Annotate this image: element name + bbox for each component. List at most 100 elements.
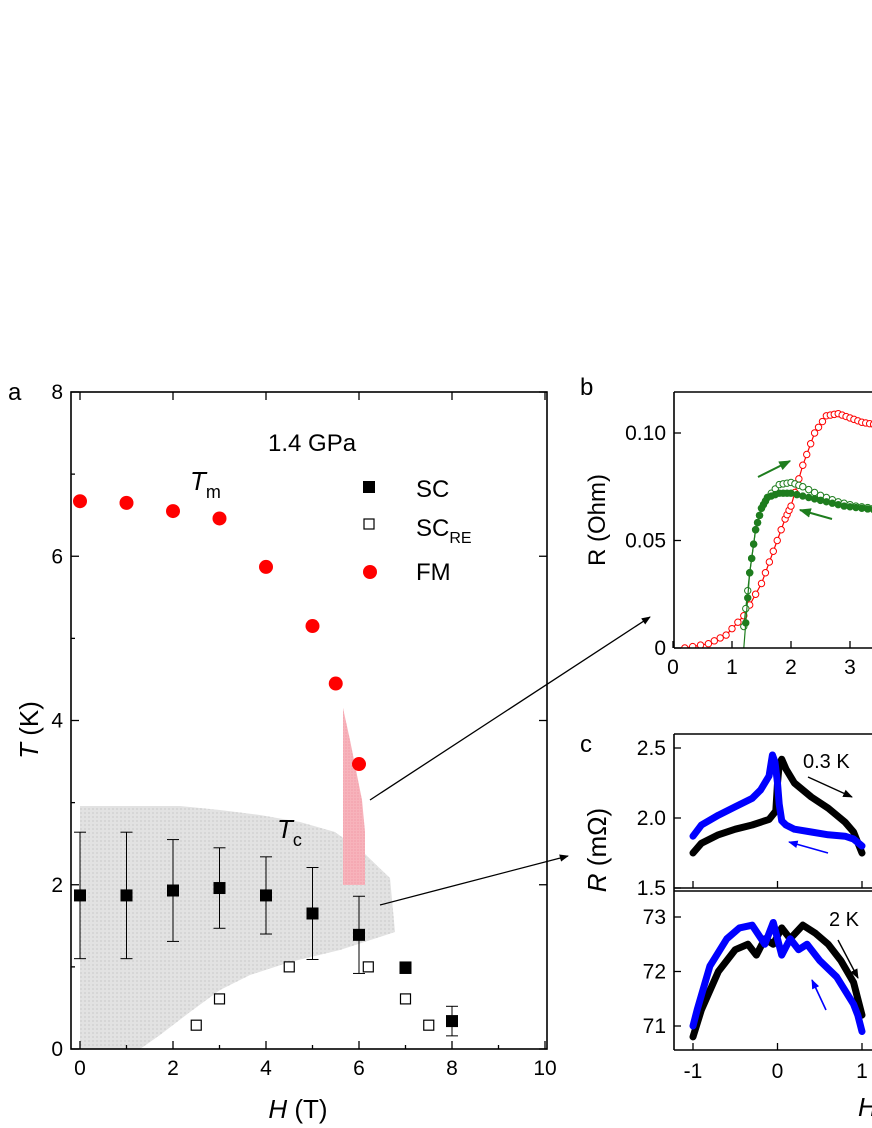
sc-point bbox=[74, 889, 86, 902]
panel-b-label: b bbox=[580, 374, 593, 401]
panel-b-point bbox=[747, 554, 756, 563]
panel-b-point bbox=[761, 569, 770, 577]
panel-b-point bbox=[765, 558, 774, 566]
legend-marker-sc bbox=[363, 481, 375, 493]
panel-b-point bbox=[744, 594, 752, 602]
panel-a-x-tick-label: 0 bbox=[74, 1057, 86, 1080]
fm-point bbox=[328, 676, 343, 691]
panel-c-bottom-y-tick-label: 72 bbox=[643, 961, 666, 984]
panel-b-point bbox=[793, 490, 801, 499]
panel-a-marks bbox=[73, 494, 458, 1031]
sweep-arrow-bottom-blue bbox=[811, 979, 827, 1011]
sc-point bbox=[167, 884, 179, 897]
panel-c-bottom-plot bbox=[689, 918, 866, 1041]
panel-c-axes: -1 0 1 1.5 2.0 2.5 71 72 73 bbox=[637, 733, 872, 1083]
legend-marker-fm bbox=[363, 565, 377, 579]
panel-b-point bbox=[840, 502, 848, 510]
panel-b-x-tick-label: 0 bbox=[667, 656, 679, 679]
panel-c-bottom-black-curve bbox=[689, 921, 866, 1041]
sweep-arrow-top-black bbox=[807, 776, 853, 798]
scre-point bbox=[423, 1019, 435, 1031]
panel-b-point bbox=[810, 429, 819, 437]
fm-point bbox=[212, 511, 227, 526]
legend-item-sc: SC bbox=[363, 476, 449, 503]
panel-c: c -1 0 1 1.5 2.0 2.5 71 72 73 0.3 K 2 K R (mΩ) H bbox=[580, 731, 872, 1122]
tc-curve-label: Tc bbox=[277, 814, 302, 850]
panel-a-y-tick-label: 2 bbox=[51, 874, 63, 897]
panel-b: b 0 1 2 3 0 0.05 0.10 R (Ohm) bbox=[580, 374, 872, 679]
pressure-annotation: 1.4 GPa bbox=[268, 430, 357, 457]
panel-b-point bbox=[822, 498, 831, 506]
panel-b-point bbox=[852, 503, 860, 512]
legend-item-fm: FM bbox=[363, 559, 451, 586]
panel-b-y-axis-label: R (Ohm) bbox=[584, 474, 611, 566]
panel-c-top-black-curve bbox=[689, 755, 866, 857]
green-down-arrow bbox=[798, 508, 833, 520]
panel-a-x-axis-label: H (T) bbox=[268, 1094, 327, 1124]
scre-point bbox=[362, 961, 374, 973]
panel-b-point bbox=[734, 618, 742, 626]
panel-b-plot bbox=[681, 409, 872, 648]
green-up-arrow bbox=[757, 460, 792, 478]
panel-c-top-y-tick-label: 2.0 bbox=[637, 807, 666, 830]
sweep-arrow-bottom-black bbox=[837, 939, 859, 979]
panel-b-point bbox=[828, 499, 836, 507]
legend-item-scre: SCRE bbox=[363, 515, 472, 547]
fm-point bbox=[166, 504, 180, 519]
panel-b-point bbox=[742, 619, 750, 627]
panel-c-top-plot bbox=[689, 751, 866, 857]
panel-a-x-tick-label: 4 bbox=[260, 1057, 272, 1080]
panel-b-point bbox=[751, 526, 760, 534]
panel-b-point bbox=[814, 423, 823, 431]
tm-curve-label: Tm bbox=[190, 466, 221, 502]
panel-b-y-tick-label: 0.10 bbox=[625, 422, 666, 445]
panel-a-y-axis-label: T (K) bbox=[14, 701, 44, 759]
panel-b-point bbox=[777, 526, 785, 534]
panel-a-x-tick-label: 2 bbox=[167, 1057, 179, 1080]
scre-point bbox=[283, 961, 295, 973]
panel-b-point bbox=[864, 505, 872, 513]
arrow-to-panel-c bbox=[379, 854, 569, 906]
legend-label-fm: FM bbox=[416, 559, 451, 586]
fm-point bbox=[73, 494, 87, 509]
fm-point bbox=[352, 757, 366, 772]
panel-b-point bbox=[704, 640, 713, 648]
temperature-annotation-2k: 2 K bbox=[829, 909, 860, 931]
fm-region bbox=[343, 708, 365, 885]
temperature-annotation-0-3k: 0.3 K bbox=[803, 751, 850, 773]
arrow-to-panel-b bbox=[369, 616, 651, 801]
sweep-arrow-top-blue bbox=[788, 840, 829, 854]
panel-b-point bbox=[818, 417, 827, 426]
panel-b-x-tick-label: 2 bbox=[785, 656, 797, 679]
panel-b-point bbox=[773, 536, 781, 545]
legend: SC SCRE FM bbox=[363, 476, 472, 586]
panel-c-x-tick-label: -1 bbox=[684, 1060, 703, 1083]
panel-a-axes: 0 2 4 6 8 10 0 2 4 6 8 bbox=[51, 381, 556, 1080]
panel-a-x-tick-label: 10 bbox=[533, 1057, 556, 1080]
panel-b-point bbox=[805, 493, 813, 502]
fm-point bbox=[119, 495, 134, 510]
panel-b-point bbox=[716, 634, 724, 642]
panel-b-point bbox=[799, 492, 807, 500]
legend-marker-scre bbox=[363, 518, 375, 530]
panel-b-point bbox=[799, 483, 807, 491]
panel-c-top-blue-curve bbox=[689, 751, 866, 850]
sc-point bbox=[306, 907, 319, 920]
panel-b-point bbox=[749, 540, 758, 548]
panel-b-x-tick-label: 1 bbox=[726, 656, 738, 679]
panel-b-point bbox=[858, 504, 866, 512]
panel-c-top-y-tick-label: 2.5 bbox=[637, 737, 666, 760]
panel-b-point bbox=[799, 461, 807, 469]
panel-b-point bbox=[846, 503, 854, 511]
panel-b-point bbox=[710, 637, 718, 645]
panel-b-point bbox=[816, 496, 825, 505]
panel-a-x-tick-label: 6 bbox=[353, 1057, 365, 1080]
panel-b-point bbox=[742, 604, 750, 613]
panel-b-point bbox=[757, 579, 766, 588]
scre-point bbox=[213, 993, 226, 1005]
sc-point bbox=[120, 889, 133, 902]
panel-c-x-tick-label: 1 bbox=[856, 1060, 868, 1083]
panel-b-point bbox=[805, 485, 813, 494]
